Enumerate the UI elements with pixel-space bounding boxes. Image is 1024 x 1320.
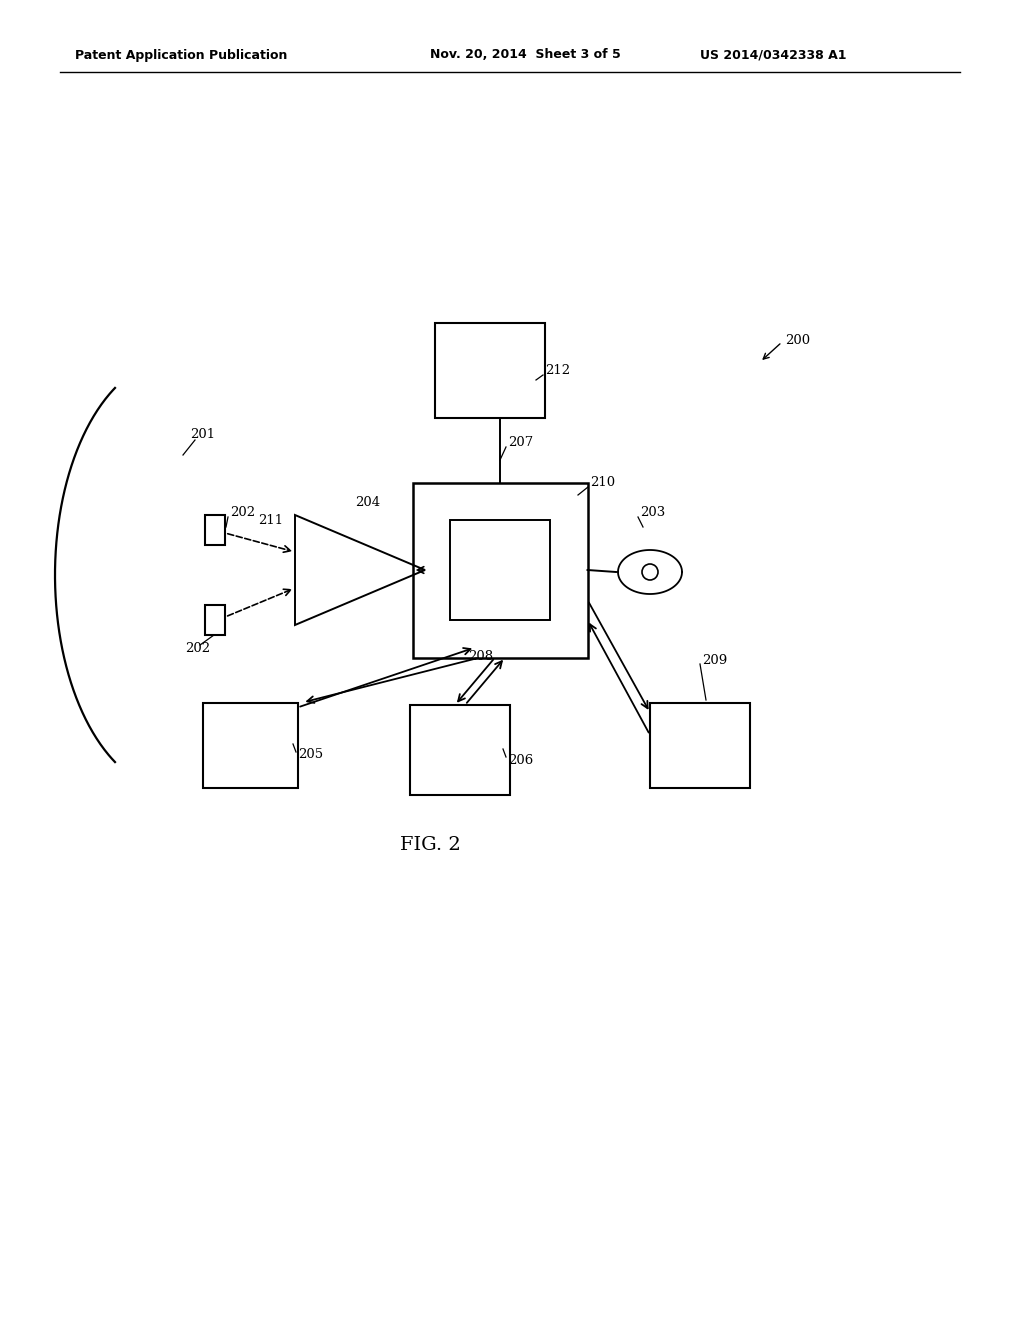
Text: 201: 201 [190, 429, 215, 441]
Text: 207: 207 [508, 436, 534, 449]
Bar [450, 520, 550, 620]
Text: 205: 205 [298, 748, 324, 762]
Text: 209: 209 [702, 653, 727, 667]
Text: 206: 206 [508, 754, 534, 767]
Text: 202: 202 [185, 642, 210, 655]
Text: 204: 204 [355, 495, 380, 508]
Bar [205, 515, 225, 545]
Text: FIG. 2: FIG. 2 [399, 836, 461, 854]
Text: 210: 210 [590, 475, 615, 488]
Text: 200: 200 [785, 334, 810, 346]
Bar [413, 483, 588, 657]
Bar [205, 605, 225, 635]
Text: Nov. 20, 2014  Sheet 3 of 5: Nov. 20, 2014 Sheet 3 of 5 [430, 49, 621, 62]
Bar [203, 702, 298, 788]
Text: 208: 208 [468, 651, 494, 664]
Text: 203: 203 [640, 506, 666, 519]
Bar [650, 702, 750, 788]
Bar [435, 322, 545, 417]
Text: 212: 212 [545, 363, 570, 376]
Text: Patent Application Publication: Patent Application Publication [75, 49, 288, 62]
Text: US 2014/0342338 A1: US 2014/0342338 A1 [700, 49, 847, 62]
Bar [410, 705, 510, 795]
Text: 211: 211 [258, 513, 283, 527]
Text: 202: 202 [230, 506, 255, 519]
